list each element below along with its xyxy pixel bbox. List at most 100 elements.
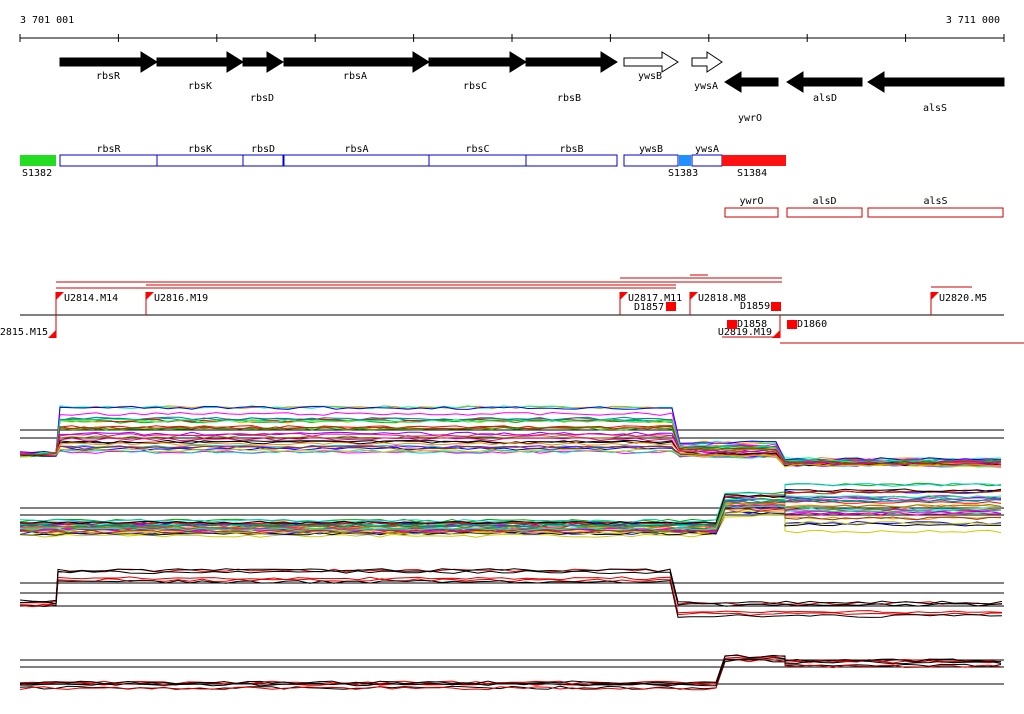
expression-profile <box>19 568 1003 605</box>
expression-profile <box>20 657 1002 687</box>
ruler-start: 3 701 001 <box>20 15 74 26</box>
segment-label: S1383 <box>668 168 698 179</box>
gene-label: rbsB <box>557 93 581 104</box>
upshift-label: U2817.M11 <box>628 293 682 304</box>
segment-label: S1382 <box>22 168 52 179</box>
segment <box>283 154 430 167</box>
segment <box>428 154 527 167</box>
expression-profile <box>19 508 1002 534</box>
gene-arrow <box>283 51 430 73</box>
segment-label: rbsK <box>188 144 212 155</box>
expression-profile <box>19 482 1002 523</box>
expression-profile <box>19 419 1002 464</box>
flag <box>772 330 780 338</box>
upshift-label: U2816.M19 <box>154 293 208 304</box>
gene-label: ywrO <box>738 113 762 124</box>
gene-label: ywsA <box>694 81 718 92</box>
antisense-segment <box>724 207 779 218</box>
expression-profile <box>20 502 1002 530</box>
gene-arrow <box>786 71 863 93</box>
segment <box>691 154 723 167</box>
segment <box>525 154 618 167</box>
segment-label: ywrO <box>739 196 763 207</box>
gene-label: alsS <box>923 103 947 114</box>
upshift-label: U2819.M19 <box>718 327 772 338</box>
gene-label: ywsB <box>638 71 662 82</box>
gene-label: alsD <box>813 93 837 104</box>
downshift <box>787 320 797 329</box>
expression-profile <box>19 489 1002 525</box>
segment <box>156 154 244 167</box>
gene-label: rbsR <box>96 71 121 82</box>
expression-profile <box>19 425 1002 465</box>
gene-label: rbsA <box>343 71 367 82</box>
expression-profile <box>19 579 1003 618</box>
segment-label: ywsA <box>695 144 719 155</box>
expression-profile <box>19 514 1002 538</box>
expression-profile <box>19 432 1002 466</box>
antisense-segment <box>786 207 863 218</box>
expression-profile <box>19 576 1003 614</box>
flag <box>690 292 698 300</box>
segment-label: rbsR <box>96 144 121 155</box>
expression-profile <box>19 568 1003 606</box>
segment <box>623 154 679 167</box>
expression-profile <box>19 448 1002 468</box>
antisense-segment <box>867 207 1004 218</box>
downshift <box>727 320 737 329</box>
gene-arrow <box>242 51 284 73</box>
upshift-label: U2815.M15 <box>0 327 48 338</box>
segment-label: S1384 <box>737 168 767 179</box>
gene-arrow <box>867 71 1005 93</box>
segment-label: rbsB <box>559 144 583 155</box>
expression-profile <box>19 505 1002 532</box>
gene-label: rbsK <box>188 81 212 92</box>
expression-profile <box>19 488 1002 525</box>
gene-arrow <box>59 51 158 73</box>
gene-arrow <box>428 51 527 73</box>
expression-profile <box>19 570 1003 607</box>
downshift-label: D1859 <box>740 301 770 312</box>
expression-profile <box>19 418 1002 463</box>
flag <box>48 330 56 338</box>
segment <box>722 155 786 166</box>
downshift-label: D1860 <box>797 319 827 330</box>
segment-label: ywsB <box>639 144 663 155</box>
expression-profile <box>19 510 1002 536</box>
segment <box>20 155 56 166</box>
expression-profile <box>19 498 1002 528</box>
expression-profile <box>19 658 1002 691</box>
downshift-label: D1857 <box>634 302 664 313</box>
gene-label: rbsC <box>463 81 487 92</box>
segment-label: rbsC <box>465 144 489 155</box>
expression-profile <box>19 578 1003 616</box>
expression-profile <box>19 654 1002 685</box>
flag <box>146 292 154 300</box>
segment-label: alsS <box>923 196 947 207</box>
ruler-end: 3 711 000 <box>946 15 1000 26</box>
downshift-label: D1858 <box>737 319 767 330</box>
expression-profile <box>19 445 1002 467</box>
upshift-label: U2820.M5 <box>939 293 987 304</box>
upshift-label: U2814.M14 <box>64 293 118 304</box>
expression-profile <box>19 417 1002 463</box>
segment <box>59 154 158 167</box>
flag <box>620 292 628 300</box>
expression-profile <box>19 654 1001 685</box>
upshift-label: U2818.M8 <box>698 293 746 304</box>
gene-arrow <box>525 51 618 73</box>
segment-label: alsD <box>812 196 836 207</box>
flag <box>931 292 939 300</box>
gene-label: rbsD <box>250 93 274 104</box>
gene-arrow <box>691 51 723 73</box>
gene-arrow <box>623 51 679 73</box>
expression-profile <box>19 416 1002 463</box>
segment-label: rbsD <box>251 144 275 155</box>
flag <box>56 292 64 300</box>
segment-label: rbsA <box>344 144 368 155</box>
gene-arrow <box>156 51 244 73</box>
gene-arrow <box>724 71 779 93</box>
downshift <box>771 302 781 311</box>
downshift <box>666 302 676 311</box>
